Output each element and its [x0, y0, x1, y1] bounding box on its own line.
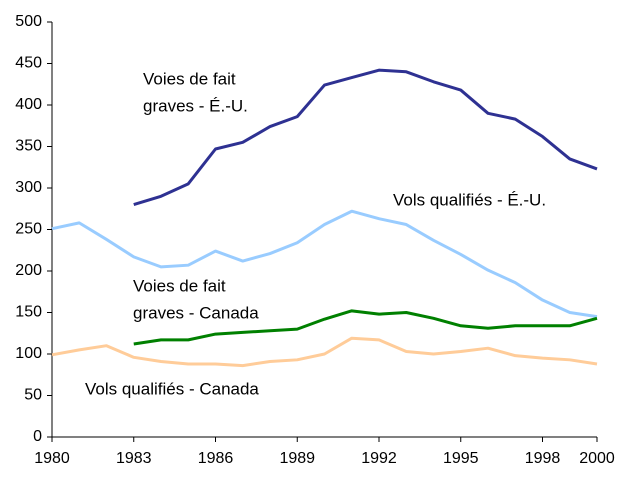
- y-tick-label: 350: [15, 138, 42, 155]
- series-label: Voies de fait: [133, 276, 226, 295]
- y-tick-label: 150: [15, 304, 42, 321]
- series-label: Vols qualifiés - Canada: [85, 379, 259, 398]
- y-tick-label: 100: [15, 345, 42, 362]
- series-line: [51, 209, 598, 319]
- series-line: [133, 68, 598, 207]
- series-label: graves - É.-U.: [143, 96, 248, 115]
- x-tick-label: 1989: [279, 450, 315, 467]
- x-tick-label: 2000: [579, 450, 615, 467]
- series-label: Voies de fait: [143, 69, 236, 88]
- x-tick-label: 1992: [361, 450, 397, 467]
- series-label: graves - Canada: [133, 303, 259, 322]
- y-tick-label: 400: [15, 96, 42, 113]
- x-tick-label: 1995: [443, 450, 479, 467]
- x-tick-label: 1983: [116, 450, 152, 467]
- x-tick-label: 1980: [34, 450, 70, 467]
- series-label: Vols qualifiés - É.-U.: [393, 190, 546, 209]
- y-tick-label: 50: [24, 387, 42, 404]
- series-line: [133, 309, 598, 346]
- x-tick-label: 1998: [525, 450, 561, 467]
- y-tick-label: 500: [15, 13, 42, 30]
- y-tick-label: 450: [15, 55, 42, 72]
- x-tick-label: 1986: [198, 450, 234, 467]
- y-tick-label: 300: [15, 179, 42, 196]
- y-tick-label: 200: [15, 262, 42, 279]
- series-line: [51, 336, 598, 368]
- y-tick-label: 250: [15, 221, 42, 238]
- y-tick-label: 0: [33, 428, 42, 445]
